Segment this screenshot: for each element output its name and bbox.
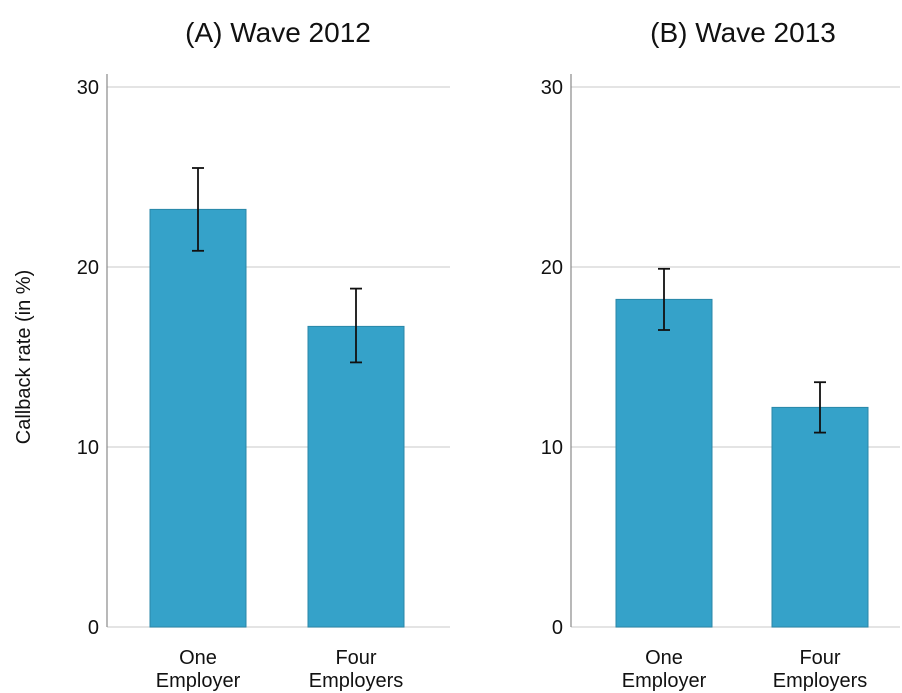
x-tick-label: Employer bbox=[156, 670, 241, 692]
x-tick-label: Employers bbox=[773, 670, 867, 692]
x-tick-label: Four bbox=[799, 647, 840, 669]
y-tick-label: 10 bbox=[77, 437, 99, 459]
y-tick-label: 0 bbox=[552, 617, 563, 639]
panel-title: (B) Wave 2013 bbox=[650, 17, 836, 48]
x-tick-label: One bbox=[179, 647, 217, 669]
bar bbox=[149, 208, 247, 628]
y-tick-label: 0 bbox=[88, 617, 99, 639]
y-axis-label: Callback rate (in %) bbox=[13, 270, 35, 445]
x-tick-label: Four bbox=[335, 647, 376, 669]
y-tick-label: 30 bbox=[77, 77, 99, 99]
bar bbox=[771, 406, 869, 628]
bar bbox=[307, 325, 405, 628]
x-tick-label: One bbox=[645, 647, 683, 669]
x-tick-label: Employers bbox=[309, 670, 403, 692]
x-tick-label: Employer bbox=[622, 670, 707, 692]
y-tick-label: 20 bbox=[541, 257, 563, 279]
y-tick-label: 30 bbox=[541, 77, 563, 99]
panel-title: (A) Wave 2012 bbox=[185, 17, 371, 48]
y-tick-label: 20 bbox=[77, 257, 99, 279]
y-tick-label: 10 bbox=[541, 437, 563, 459]
bar bbox=[615, 298, 713, 628]
